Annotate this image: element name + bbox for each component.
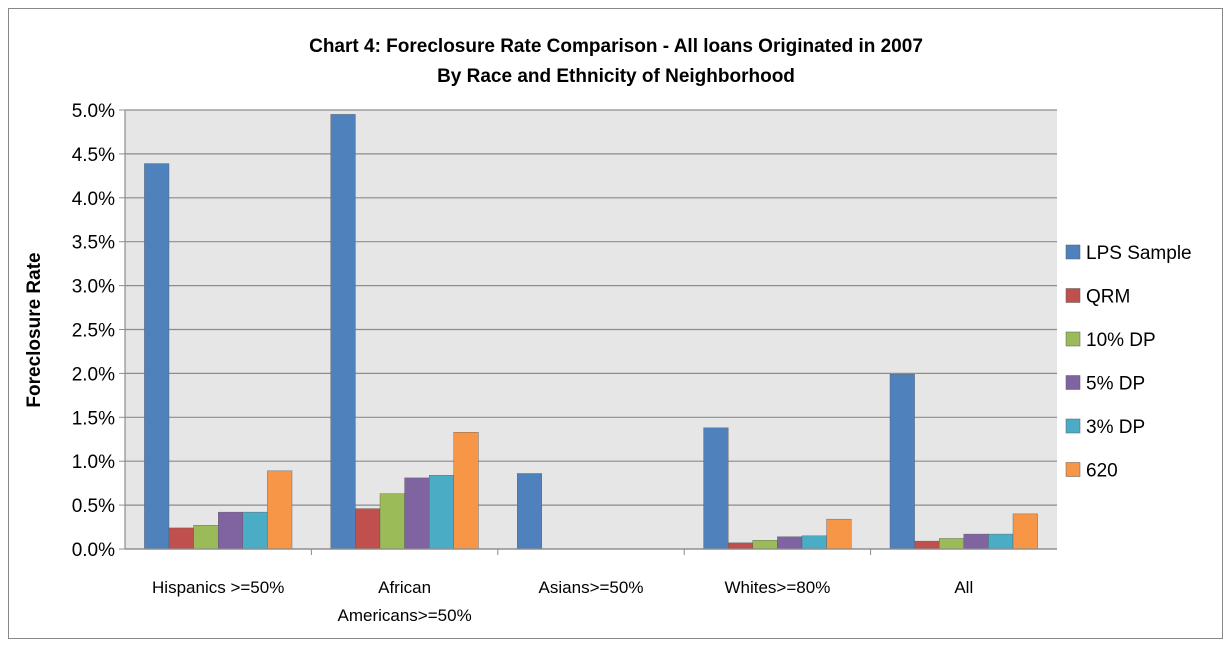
bar	[217, 511, 243, 550]
bar	[355, 508, 381, 550]
legend-swatch	[1065, 288, 1081, 303]
bar	[517, 473, 543, 550]
y-tick-label: 3.0%	[72, 277, 115, 298]
y-axis-ticks: 0.0% 0.5% 1.0% 1.5% 2.0% 2.5% 3.0% 3.5% 4.0% 4.5%…	[72, 101, 115, 561]
bar	[193, 525, 219, 550]
y-tick-label: 3.5%	[72, 233, 115, 254]
bar	[777, 536, 803, 550]
y-tick-label: 2.0%	[72, 364, 115, 385]
bar	[752, 540, 778, 550]
bar	[826, 518, 852, 550]
x-axis-categories: Hispanics >=50% African Americans>=50% Asia…	[152, 578, 973, 625]
bar	[889, 374, 915, 550]
legend-swatch	[1065, 375, 1081, 390]
y-tick-label: 1.5%	[72, 408, 115, 429]
bar	[379, 493, 405, 550]
bar	[728, 542, 754, 550]
bar	[267, 470, 293, 550]
bar	[703, 427, 729, 550]
bar	[988, 533, 1014, 550]
y-axis-label: Foreclosure Rate	[24, 252, 45, 407]
legend-label: 620	[1086, 461, 1118, 482]
bar	[429, 475, 455, 550]
bar	[801, 535, 827, 550]
x-tick-label: All	[954, 578, 973, 597]
legend-swatch	[1065, 244, 1081, 260]
x-tick-label: Americans>=50%	[338, 606, 472, 625]
chart-title: Chart 4: Foreclosure Rate Comparison - A…	[309, 36, 923, 57]
legend-label: 10% DP	[1086, 330, 1156, 351]
legend: LPS Sample QRM 10% DP 5% DP 3% DP 620	[1065, 243, 1192, 482]
axes	[124, 110, 1057, 555]
y-tick-label: 0.0%	[72, 540, 115, 561]
legend-swatch	[1065, 462, 1081, 477]
bars	[144, 114, 1038, 550]
bar	[404, 477, 430, 550]
bar	[168, 527, 194, 550]
x-tick-label: Asians>=50%	[539, 578, 644, 597]
y-tick-label: 5.0%	[72, 101, 115, 122]
bar	[330, 114, 356, 550]
y-tick-label: 4.0%	[72, 189, 115, 210]
chart-subtitle: By Race and Ethnicity of Neighborhood	[437, 66, 795, 87]
y-tick-label: 2.5%	[72, 321, 115, 342]
legend-swatch	[1065, 418, 1081, 434]
y-tick-label: 4.5%	[72, 145, 115, 166]
legend-label: QRM	[1086, 287, 1130, 308]
bar	[144, 163, 170, 550]
x-tick-label: African	[378, 578, 431, 597]
y-tick-label: 0.5%	[72, 496, 115, 517]
bar	[963, 533, 989, 550]
bar	[939, 538, 965, 550]
y-tick-label: 1.0%	[72, 452, 115, 473]
x-tick-label: Whites>=80%	[724, 578, 830, 597]
legend-label: 5% DP	[1086, 374, 1145, 395]
bar	[453, 432, 479, 550]
legend-swatch	[1065, 331, 1081, 347]
x-tick-label: Hispanics >=50%	[152, 578, 284, 597]
legend-label: 3% DP	[1086, 417, 1145, 438]
legend-label: LPS Sample	[1086, 243, 1192, 264]
bar	[1012, 513, 1038, 550]
bar	[242, 511, 268, 550]
bar	[914, 540, 940, 550]
